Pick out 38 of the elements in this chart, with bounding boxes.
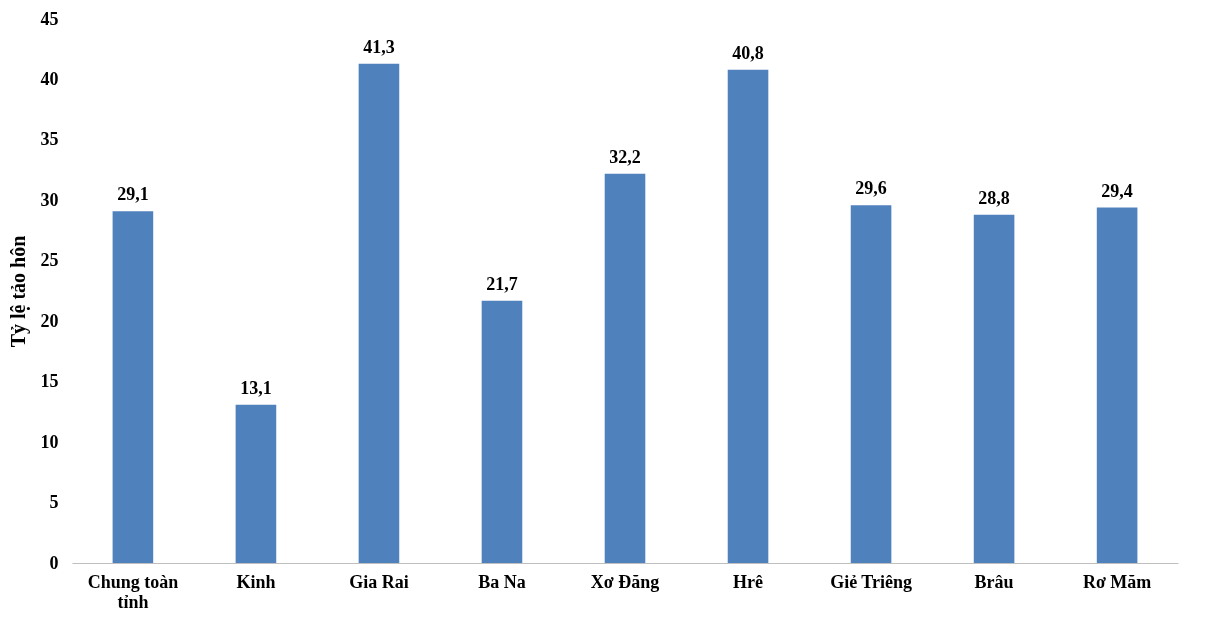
y-tick-label: 0	[49, 552, 59, 573]
y-tick-label: 35	[40, 129, 59, 150]
x-tick-label: Gia Rai	[349, 571, 409, 592]
x-tick-label: Ba Na	[478, 571, 526, 592]
y-axis-title: Tỷ lệ tảo hôn	[6, 235, 30, 348]
data-label: 28,8	[978, 187, 1010, 208]
bar	[973, 214, 1015, 563]
data-label: 29,4	[1101, 180, 1133, 201]
y-tick-label: 20	[40, 310, 59, 331]
y-tick-label: 45	[40, 8, 59, 29]
bar	[727, 69, 769, 563]
data-label: 29,1	[117, 184, 149, 205]
x-tick-label: Xơ Đăng	[590, 571, 660, 592]
y-tick-label: 40	[40, 68, 59, 89]
bar	[358, 63, 400, 563]
y-tick-label: 15	[40, 371, 59, 392]
data-label: 29,6	[855, 178, 887, 199]
data-label: 41,3	[363, 36, 395, 57]
data-label: 13,1	[240, 377, 272, 398]
data-label: 40,8	[732, 42, 764, 63]
x-tick-label: Hrê	[733, 571, 764, 592]
bar	[112, 211, 154, 563]
data-label: 21,7	[486, 273, 518, 294]
y-tick-label: 10	[40, 431, 59, 452]
bar	[235, 404, 277, 563]
y-tick-label: 25	[40, 250, 59, 271]
data-label: 32,2	[609, 146, 641, 167]
x-tick-label: Kinh	[236, 571, 276, 592]
x-tick-label: Rơ Măm	[1082, 571, 1152, 592]
bar	[850, 205, 892, 563]
x-tick-label: Giẻ Triêng	[830, 571, 912, 592]
bar	[1096, 207, 1138, 563]
x-tick-label: Brâu	[974, 571, 1014, 592]
bar	[604, 173, 646, 563]
y-tick-label: 5	[49, 492, 59, 513]
bar	[481, 300, 523, 563]
y-tick-label: 30	[40, 189, 59, 210]
x-tick-label: Chung toàn tỉnh	[87, 571, 179, 612]
